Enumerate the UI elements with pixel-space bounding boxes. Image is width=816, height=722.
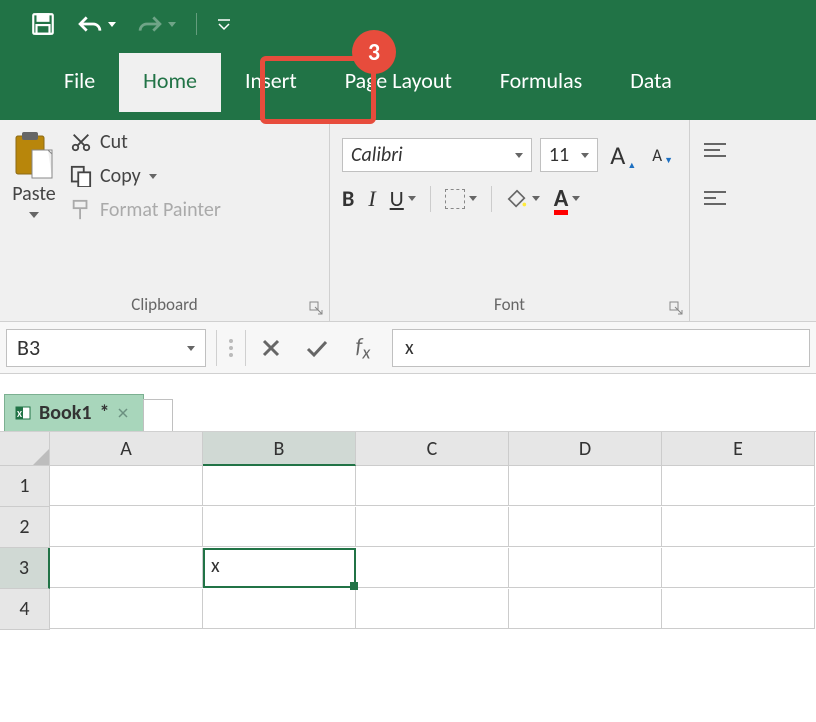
tab-file[interactable]: File: [40, 53, 119, 112]
spreadsheet-grid: A B C D E 1 2 3 x 4: [0, 431, 816, 630]
qat-customize-icon[interactable]: [217, 17, 231, 31]
cell-B4[interactable]: [203, 589, 356, 629]
col-header-A[interactable]: A: [50, 432, 203, 466]
name-box[interactable]: B3: [6, 329, 206, 367]
cell-C2[interactable]: [356, 507, 509, 547]
paste-button[interactable]: Paste: [12, 130, 56, 290]
row-header-4[interactable]: 4: [0, 589, 50, 630]
group-font: Calibri 11 A▲ A▼ B I U: [330, 120, 690, 321]
format-painter-button[interactable]: Format Painter: [70, 198, 221, 222]
workbook-modified-indicator: *: [99, 401, 109, 425]
bold-button[interactable]: B: [342, 185, 354, 212]
group-alignment: [690, 120, 816, 321]
align-left-button[interactable]: [702, 188, 728, 208]
formula-bar-expand-icon[interactable]: [219, 339, 243, 357]
undo-button[interactable]: [76, 13, 116, 35]
cut-label: Cut: [100, 130, 128, 154]
clipboard-launcher-icon[interactable]: [309, 301, 323, 315]
fill-color-button[interactable]: [506, 188, 540, 210]
cell-E1[interactable]: [662, 466, 815, 506]
col-header-B[interactable]: B: [203, 432, 356, 466]
row-header-3[interactable]: 3: [0, 548, 50, 589]
title-bar: File Home Insert Page Layout Formulas Da…: [0, 0, 816, 120]
font-name-select[interactable]: Calibri: [342, 138, 532, 172]
cell-A2[interactable]: [50, 507, 203, 547]
workbook-tab-book1[interactable]: X Book1 *: [4, 394, 144, 431]
quick-access-toolbar: [0, 0, 816, 42]
cell-A1[interactable]: [50, 466, 203, 506]
increase-font-size-button[interactable]: A▲: [606, 139, 640, 171]
cell-B2[interactable]: [203, 507, 356, 547]
cell-D3[interactable]: [509, 548, 662, 588]
cell-E4[interactable]: [662, 589, 815, 629]
format-painter-label: Format Painter: [100, 198, 221, 222]
tab-page-layout[interactable]: Page Layout: [321, 53, 476, 112]
font-group-label: Font: [330, 290, 689, 321]
underline-button[interactable]: U: [390, 185, 416, 212]
align-top-button[interactable]: [702, 142, 728, 162]
cell-D2[interactable]: [509, 507, 662, 547]
formula-bar: B3 fx x: [0, 322, 816, 374]
select-all-corner[interactable]: [0, 432, 50, 466]
insert-function-button[interactable]: fx: [340, 332, 386, 363]
new-sheet-tab[interactable]: [143, 399, 173, 431]
col-header-C[interactable]: C: [356, 432, 509, 466]
ribbon-tabs: File Home Insert Page Layout Formulas Da…: [0, 42, 816, 112]
enter-formula-button[interactable]: [294, 338, 340, 358]
cell-B3[interactable]: x: [203, 548, 356, 588]
save-icon[interactable]: [30, 11, 56, 37]
font-size-select[interactable]: 11: [540, 138, 598, 172]
cell-D4[interactable]: [509, 589, 662, 629]
formula-input[interactable]: x: [392, 329, 810, 367]
cell-E2[interactable]: [662, 507, 815, 547]
close-tab-icon[interactable]: [117, 407, 129, 419]
font-color-button[interactable]: A: [554, 184, 581, 213]
group-clipboard: Paste Cut Copy Format Painter Cli: [0, 120, 330, 321]
cell-A3[interactable]: [50, 548, 203, 588]
tab-data[interactable]: Data: [606, 53, 696, 112]
row-header-2[interactable]: 2: [0, 507, 50, 548]
cell-E3[interactable]: [662, 548, 815, 588]
borders-button[interactable]: [445, 189, 477, 209]
tab-formulas[interactable]: Formulas: [476, 53, 606, 112]
redo-button[interactable]: [136, 13, 176, 35]
col-header-D[interactable]: D: [509, 432, 662, 466]
cancel-formula-button[interactable]: [248, 338, 294, 358]
cell-B1[interactable]: [203, 466, 356, 506]
paste-label: Paste: [12, 182, 56, 206]
cell-D1[interactable]: [509, 466, 662, 506]
svg-text:X: X: [17, 409, 22, 420]
tab-insert[interactable]: Insert: [221, 53, 321, 112]
col-header-E[interactable]: E: [662, 432, 815, 466]
copy-button[interactable]: Copy: [70, 164, 221, 188]
ribbon: Paste Cut Copy Format Painter Cli: [0, 120, 816, 322]
italic-button[interactable]: I: [368, 186, 375, 212]
excel-file-icon: X: [15, 405, 31, 421]
font-launcher-icon[interactable]: [669, 301, 683, 315]
cut-button[interactable]: Cut: [70, 130, 221, 154]
clipboard-group-label: Clipboard: [0, 290, 329, 321]
cell-C3[interactable]: [356, 548, 509, 588]
annotation-badge: 3: [352, 30, 396, 74]
row-header-1[interactable]: 1: [0, 466, 50, 507]
workbook-tabs: X Book1 *: [0, 394, 816, 431]
workbook-title: Book1: [39, 401, 91, 425]
cell-C4[interactable]: [356, 589, 509, 629]
cell-A4[interactable]: [50, 589, 203, 629]
decrease-font-size-button[interactable]: A▼: [648, 145, 677, 166]
cell-C1[interactable]: [356, 466, 509, 506]
copy-label: Copy: [100, 164, 141, 188]
tab-home[interactable]: Home: [119, 53, 221, 112]
